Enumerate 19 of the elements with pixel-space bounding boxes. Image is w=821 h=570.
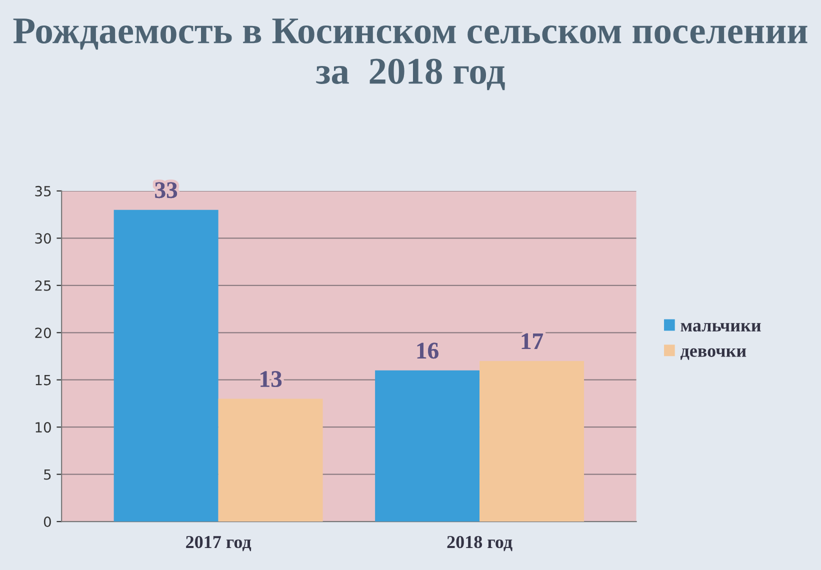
y-tick-label: 20	[35, 328, 51, 338]
legend-label: мальчики	[680, 322, 761, 332]
chart-title: Рождаемость в Косинском сельском поселении за 2018 год	[13, 18, 808, 90]
y-tick-label: 30	[35, 233, 51, 244]
bar	[375, 370, 480, 522]
y-tick-label: 15	[36, 375, 51, 386]
data-label: 17	[522, 333, 544, 349]
bar	[218, 398, 323, 522]
bar	[480, 360, 584, 522]
y-tick-label: 5	[44, 469, 51, 480]
bar	[114, 210, 218, 522]
y-tick-label: 25	[35, 280, 51, 291]
x-tick-label: 2017 год	[186, 536, 252, 552]
y-tick-label: 10	[36, 422, 51, 433]
x-tick-label: 2018 год	[447, 536, 512, 552]
data-label: 16	[417, 342, 438, 359]
y-tick-label: 0	[44, 516, 51, 528]
y-tick-label: 35	[35, 186, 51, 196]
legend-label: девочки	[680, 348, 746, 360]
